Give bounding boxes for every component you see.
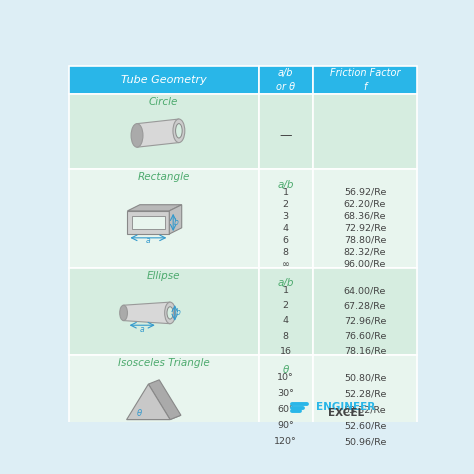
Bar — [313, 268, 417, 355]
Text: 52.60/Re: 52.60/Re — [344, 421, 386, 430]
Text: 4: 4 — [283, 317, 289, 326]
Text: 96.00/Re: 96.00/Re — [344, 259, 386, 268]
Bar — [259, 94, 313, 169]
Text: Circle: Circle — [149, 97, 178, 107]
Text: 1: 1 — [283, 286, 289, 295]
Polygon shape — [132, 216, 164, 229]
Bar — [259, 169, 313, 268]
Text: a: a — [146, 237, 151, 246]
Text: ∞: ∞ — [282, 259, 290, 268]
Ellipse shape — [173, 119, 185, 143]
Text: ENGINEER: ENGINEER — [316, 402, 375, 412]
Text: 4: 4 — [283, 224, 289, 233]
Text: θ: θ — [283, 365, 289, 375]
Text: Isosceles Triangle: Isosceles Triangle — [118, 357, 210, 367]
Bar — [259, 66, 313, 94]
Text: 76.60/Re: 76.60/Re — [344, 331, 386, 340]
Text: 56.92/Re: 56.92/Re — [344, 188, 386, 197]
Text: 52.28/Re: 52.28/Re — [344, 390, 386, 399]
Bar — [69, 66, 259, 94]
Text: 72.92/Re: 72.92/Re — [344, 224, 386, 233]
Polygon shape — [124, 302, 170, 324]
Text: Tube Geometry: Tube Geometry — [121, 75, 207, 85]
Text: 62.20/Re: 62.20/Re — [344, 200, 386, 209]
Text: 90°: 90° — [277, 421, 294, 430]
Text: a/b
or θ: a/b or θ — [276, 68, 295, 91]
Ellipse shape — [164, 302, 175, 324]
Ellipse shape — [175, 124, 182, 138]
Text: 53.32/Re: 53.32/Re — [344, 405, 386, 414]
Bar — [313, 169, 417, 268]
Text: Ellipse: Ellipse — [147, 271, 180, 281]
Text: 8: 8 — [283, 247, 289, 256]
Text: 60°: 60° — [277, 405, 294, 414]
Text: 120°: 120° — [274, 438, 297, 447]
Bar — [259, 355, 313, 446]
Bar — [313, 94, 417, 169]
Polygon shape — [137, 119, 179, 147]
Text: θ: θ — [137, 409, 142, 418]
Text: 50.96/Re: 50.96/Re — [344, 438, 386, 447]
Text: 68.36/Re: 68.36/Re — [344, 212, 386, 221]
Polygon shape — [127, 415, 181, 419]
Bar — [69, 268, 259, 355]
Polygon shape — [127, 384, 170, 419]
Text: 6: 6 — [283, 236, 289, 245]
Text: 64.00/Re: 64.00/Re — [344, 286, 386, 295]
Text: a: a — [140, 325, 145, 334]
Text: —: — — [279, 129, 292, 142]
Text: 67.28/Re: 67.28/Re — [344, 301, 386, 310]
Bar — [313, 66, 417, 94]
Text: 78.80/Re: 78.80/Re — [344, 236, 386, 245]
Text: b: b — [174, 218, 179, 227]
Ellipse shape — [131, 124, 143, 147]
Polygon shape — [169, 205, 182, 234]
Text: 16: 16 — [280, 346, 292, 356]
Text: 78.16/Re: 78.16/Re — [344, 346, 386, 356]
Bar — [69, 169, 259, 268]
Polygon shape — [128, 205, 182, 211]
Text: 30°: 30° — [277, 390, 294, 399]
Text: 82.32/Re: 82.32/Re — [344, 247, 386, 256]
Text: Friction Factor
f: Friction Factor f — [330, 68, 400, 91]
Text: EXCEL: EXCEL — [328, 409, 364, 419]
Text: 8: 8 — [283, 331, 289, 340]
Bar — [69, 355, 259, 446]
Text: 3: 3 — [283, 212, 289, 221]
Text: 2: 2 — [283, 301, 289, 310]
Text: 10°: 10° — [277, 374, 294, 383]
Polygon shape — [148, 380, 181, 419]
Text: Rectangle: Rectangle — [137, 172, 190, 182]
Text: a/b: a/b — [277, 180, 294, 190]
Text: 72.96/Re: 72.96/Re — [344, 317, 386, 326]
Bar — [259, 268, 313, 355]
Bar — [69, 94, 259, 169]
Ellipse shape — [167, 307, 173, 319]
Ellipse shape — [120, 305, 128, 320]
Text: b: b — [175, 309, 180, 318]
Text: 1: 1 — [283, 188, 289, 197]
Polygon shape — [128, 211, 169, 234]
Text: a/b: a/b — [277, 278, 294, 288]
Bar — [313, 355, 417, 446]
Text: 50.80/Re: 50.80/Re — [344, 374, 386, 383]
Text: 2: 2 — [283, 200, 289, 209]
